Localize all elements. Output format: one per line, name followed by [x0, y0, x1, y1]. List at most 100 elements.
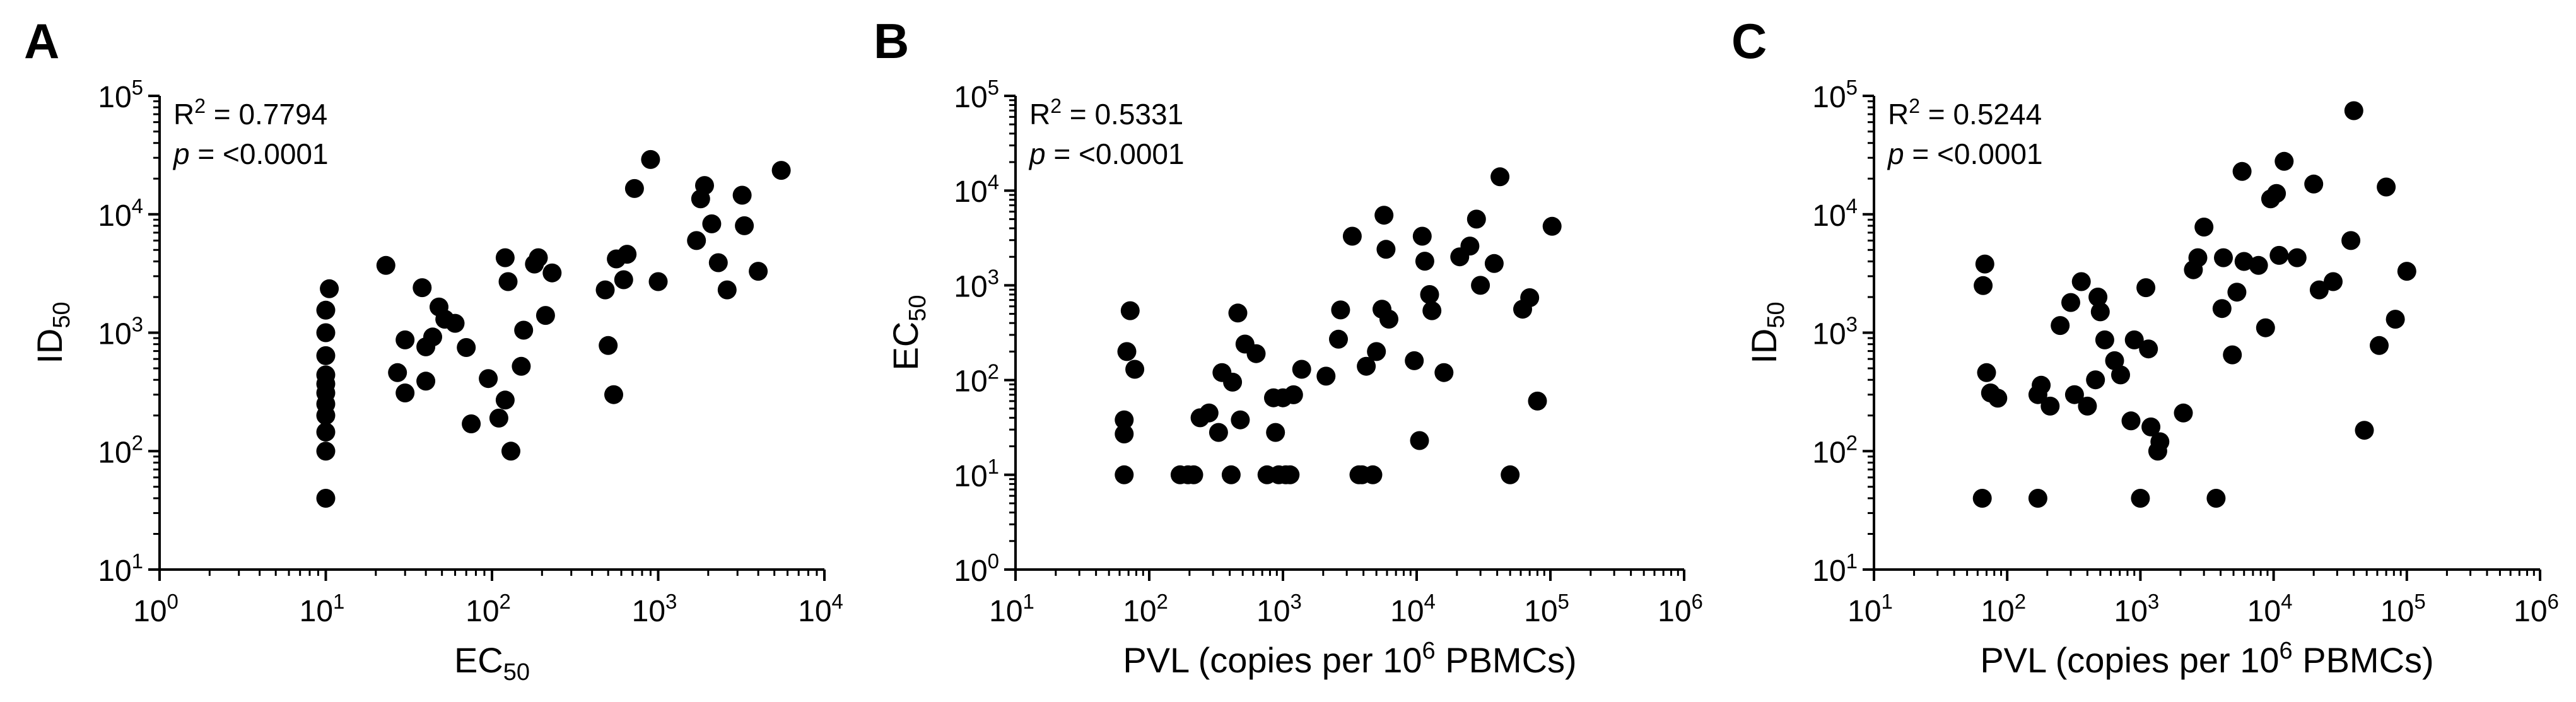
data-point [2141, 417, 2161, 436]
data-point [320, 279, 339, 298]
data-point [1223, 372, 1243, 392]
x-tick-label: 103 [2114, 590, 2160, 628]
data-point [2131, 489, 2150, 508]
data-point [1284, 385, 1303, 404]
data-point [2234, 252, 2254, 271]
x-tick-label: 101 [1847, 590, 1893, 628]
data-point [2214, 248, 2233, 267]
data-point [2397, 262, 2416, 281]
panel-c: C 101 102 103 104 105 106 101 102 103 104 105 PVL (c… [1731, 13, 2559, 680]
data-point [1357, 356, 1376, 376]
data-point [624, 178, 644, 198]
data-point [1292, 360, 1311, 379]
data-point [1460, 237, 1480, 256]
p-value-label: p = <0.0001 [1028, 137, 1185, 170]
x-tick-label: 101 [300, 590, 345, 628]
p-value-label: p = <0.0001 [1887, 137, 2043, 170]
data-point [2223, 345, 2242, 365]
data-point [2287, 248, 2307, 267]
data-point [512, 356, 531, 376]
data-point [316, 323, 336, 342]
data-point [2309, 280, 2329, 300]
data-point [2212, 299, 2232, 319]
y-tick-label: 101 [1812, 549, 1858, 588]
data-point [316, 489, 336, 508]
data-point [1184, 465, 1203, 484]
x-tick-label: 102 [1123, 590, 1168, 628]
data-point [732, 185, 752, 205]
data-point [413, 278, 432, 298]
y-axis-label: ID50 [30, 301, 75, 363]
data-point [2232, 161, 2252, 181]
data-point [2174, 403, 2193, 423]
data-point [1228, 303, 1248, 323]
data-point [1329, 329, 1348, 349]
data-point [735, 216, 754, 235]
data-point [495, 248, 515, 267]
data-point [1342, 226, 1362, 246]
data-point [749, 262, 768, 281]
data-point [395, 330, 415, 349]
data-point [2040, 396, 2060, 416]
y-tick-label: 104 [954, 170, 999, 209]
data-point [2111, 365, 2130, 385]
data-point [1199, 403, 1219, 423]
data-point [1115, 410, 1134, 430]
data-point [1434, 363, 1454, 382]
data-point [2088, 288, 2108, 307]
data-point [2078, 396, 2097, 416]
data-point [599, 336, 618, 355]
data-point [376, 255, 395, 275]
y-tick-label: 105 [954, 76, 999, 114]
data-point [536, 306, 555, 325]
y-axis-label: EC50 [886, 295, 931, 370]
data-point [1363, 465, 1383, 484]
x-tick-label: 100 [133, 590, 179, 628]
data-point [1420, 285, 1439, 304]
data-point [514, 320, 534, 340]
data-point [2324, 272, 2343, 291]
panel-letter: B [874, 13, 909, 69]
data-point [2105, 351, 2124, 370]
x-tick-label: 104 [2247, 590, 2293, 628]
data-point [1115, 465, 1134, 484]
data-point [604, 385, 623, 404]
data-point [2194, 218, 2214, 237]
data-point [495, 390, 515, 410]
data-point [2274, 151, 2294, 171]
data-point [2124, 330, 2144, 349]
data-point [489, 408, 508, 428]
x-axis-label: EC50 [454, 640, 530, 686]
data-point [445, 313, 465, 333]
data-point [316, 346, 336, 365]
y-tick-label: 102 [1812, 431, 1858, 469]
data-point [1374, 206, 1394, 225]
data-point [708, 253, 728, 272]
data-point [416, 371, 436, 391]
data-point [2304, 174, 2324, 194]
data-point [2121, 411, 2141, 431]
data-point [1412, 226, 1432, 246]
x-tick-label: 104 [798, 590, 843, 628]
data-point [2139, 339, 2158, 359]
r-squared-label: R2 = 0.5244 [1888, 95, 2042, 131]
y-tick-label: 101 [98, 549, 143, 588]
data-point [316, 423, 336, 442]
r-squared-label: R2 = 0.7794 [173, 95, 327, 131]
data-point [1471, 276, 1490, 295]
data-point [1221, 465, 1241, 484]
data-point [542, 263, 562, 283]
data-point [529, 248, 548, 267]
y-tick-label: 103 [98, 313, 143, 351]
data-point [2227, 283, 2247, 302]
data-point [618, 245, 637, 264]
data-point [695, 176, 714, 196]
data-point [1376, 240, 1396, 259]
data-point [2249, 255, 2268, 275]
data-point [1231, 410, 1250, 430]
data-point [1528, 391, 1547, 411]
data-point [1125, 360, 1145, 379]
data-point [1501, 465, 1520, 484]
